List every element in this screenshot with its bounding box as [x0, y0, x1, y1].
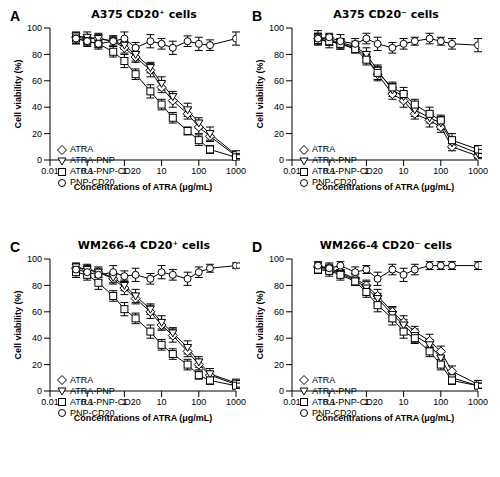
svg-text:Concentrations of ATRA (μg/mL): Concentrations of ATRA (μg/mL)	[316, 413, 455, 423]
svg-text:80: 80	[32, 280, 42, 290]
svg-text:40: 40	[274, 102, 284, 112]
svg-text:10: 10	[399, 166, 409, 176]
svg-text:0.1: 0.1	[323, 166, 336, 176]
svg-text:Cell viability (%): Cell viability (%)	[255, 59, 265, 128]
svg-text:100: 100	[191, 397, 206, 407]
svg-text:40: 40	[274, 333, 284, 343]
svg-text:20: 20	[274, 359, 284, 369]
svg-text:1: 1	[122, 166, 127, 176]
svg-text:Concentrations of ATRA (μg/mL): Concentrations of ATRA (μg/mL)	[316, 182, 455, 192]
svg-text:0: 0	[37, 386, 42, 396]
svg-text:0.01: 0.01	[283, 397, 301, 407]
svg-text:Concentrations of ATRA (μg/mL): Concentrations of ATRA (μg/mL)	[74, 182, 213, 192]
svg-text:80: 80	[274, 280, 284, 290]
svg-text:1: 1	[364, 166, 369, 176]
svg-text:0.1: 0.1	[81, 397, 94, 407]
svg-text:0.1: 0.1	[323, 397, 336, 407]
svg-text:Cell viability (%): Cell viability (%)	[13, 59, 23, 128]
svg-text:Concentrations of ATRA (μg/mL): Concentrations of ATRA (μg/mL)	[74, 413, 213, 423]
svg-text:60: 60	[274, 76, 284, 86]
svg-text:10: 10	[157, 166, 167, 176]
svg-text:1000: 1000	[468, 166, 488, 176]
svg-text:20: 20	[32, 129, 42, 139]
svg-text:100: 100	[269, 255, 284, 264]
svg-text:Cell viability (%): Cell viability (%)	[255, 290, 265, 359]
svg-text:100: 100	[191, 166, 206, 176]
svg-text:60: 60	[274, 306, 284, 316]
svg-text:0.01: 0.01	[41, 397, 59, 407]
svg-text:0.01: 0.01	[283, 166, 301, 176]
svg-text:20: 20	[274, 129, 284, 139]
svg-text:100: 100	[27, 255, 42, 264]
svg-text:1000: 1000	[468, 397, 488, 407]
svg-text:1: 1	[364, 397, 369, 407]
svg-text:0: 0	[279, 155, 284, 165]
svg-text:80: 80	[32, 50, 42, 60]
svg-text:100: 100	[433, 397, 448, 407]
svg-text:20: 20	[32, 359, 42, 369]
svg-text:40: 40	[32, 333, 42, 343]
svg-text:100: 100	[269, 24, 284, 33]
svg-text:Cell viability (%): Cell viability (%)	[13, 290, 23, 359]
svg-text:0.1: 0.1	[81, 166, 94, 176]
svg-text:60: 60	[32, 306, 42, 316]
svg-text:1000: 1000	[226, 166, 246, 176]
svg-text:100: 100	[27, 24, 42, 33]
svg-text:60: 60	[32, 76, 42, 86]
svg-text:80: 80	[274, 50, 284, 60]
svg-text:1: 1	[122, 397, 127, 407]
svg-text:40: 40	[32, 102, 42, 112]
svg-text:100: 100	[433, 166, 448, 176]
svg-text:10: 10	[399, 397, 409, 407]
svg-text:0: 0	[279, 386, 284, 396]
svg-text:1000: 1000	[226, 397, 246, 407]
svg-text:0.01: 0.01	[41, 166, 59, 176]
svg-text:0: 0	[37, 155, 42, 165]
svg-text:10: 10	[157, 397, 167, 407]
